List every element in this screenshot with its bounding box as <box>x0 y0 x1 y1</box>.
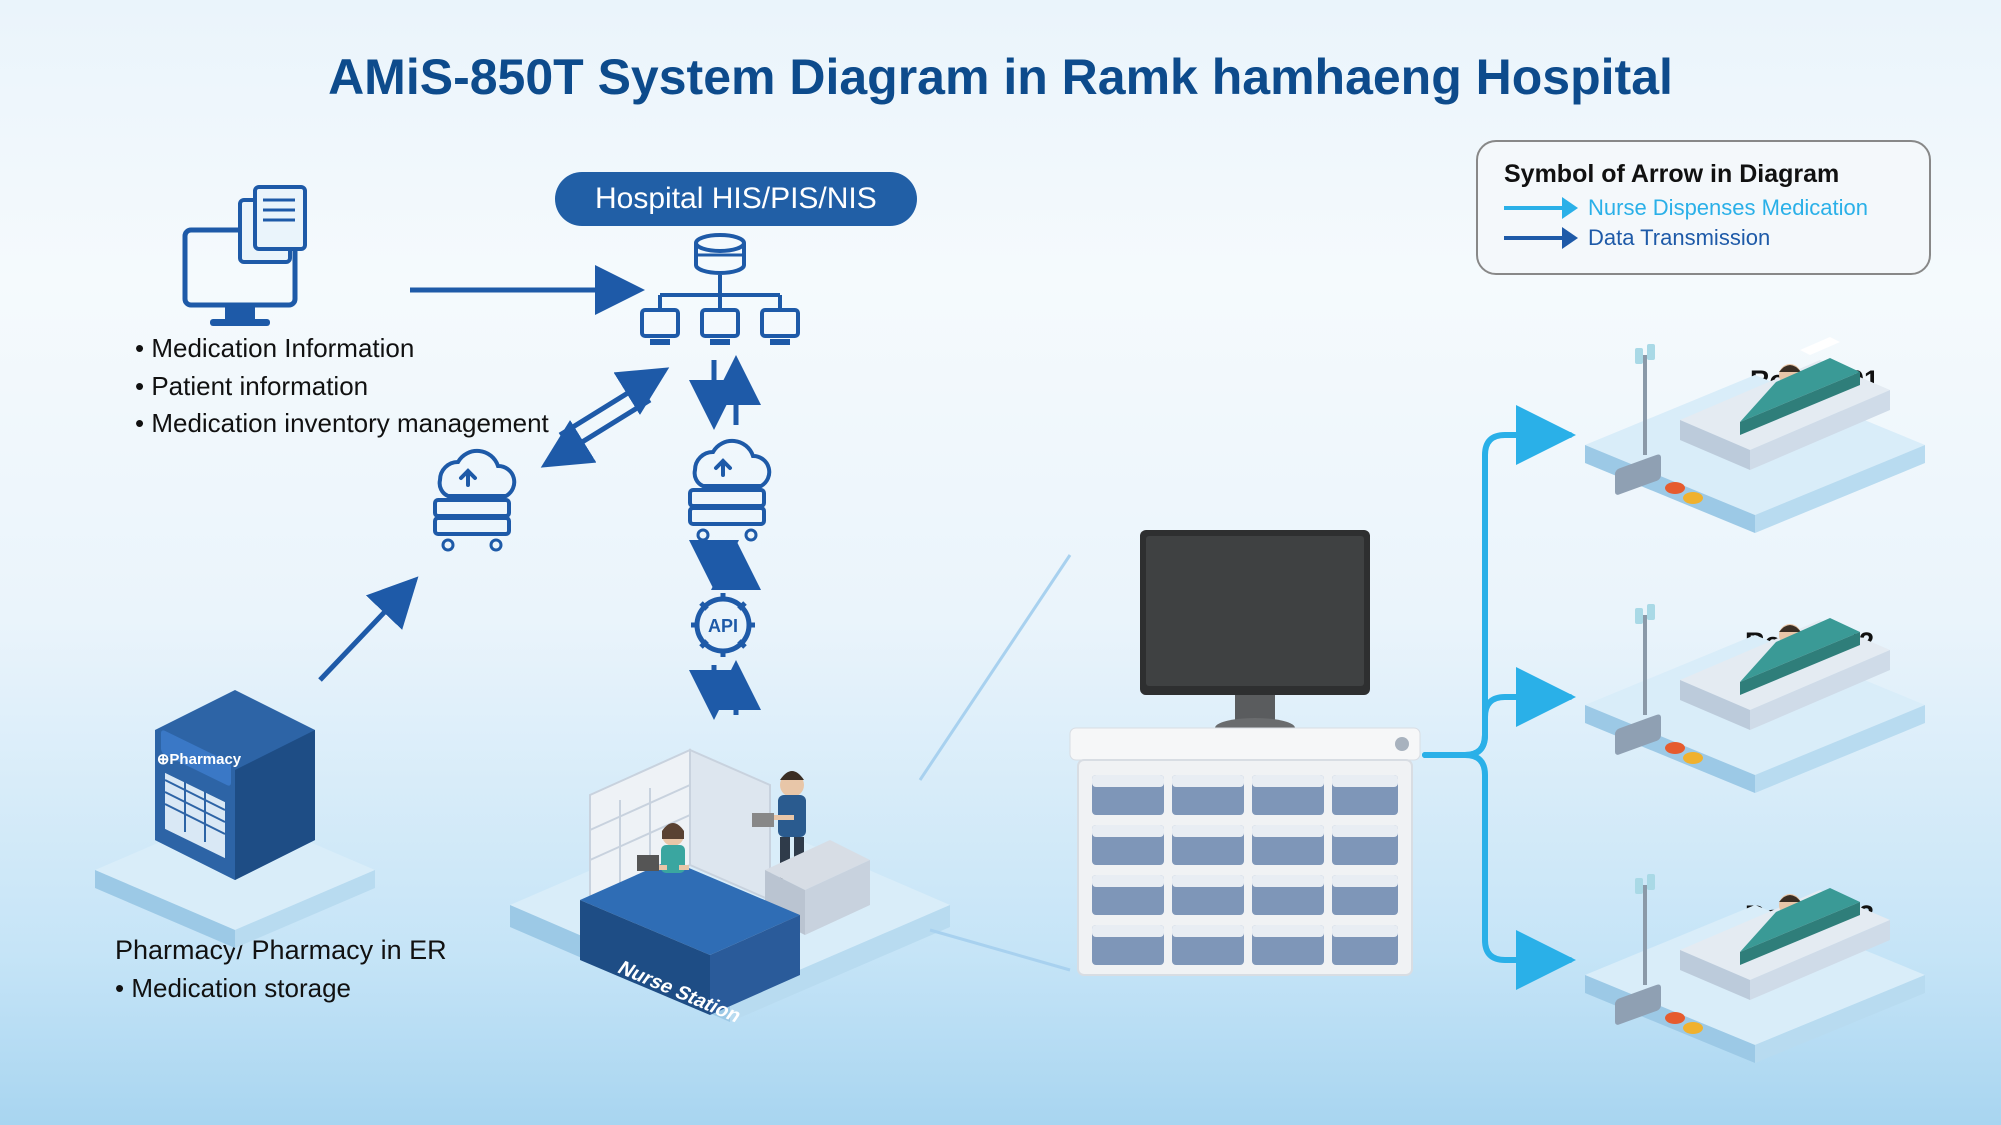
his-network-icon <box>642 235 798 345</box>
pharmacy-title: Pharmacy/ Pharmacy in ER <box>115 935 447 966</box>
legend-box: Symbol of Arrow in Diagram Nurse Dispens… <box>1476 140 1931 275</box>
zoom-line <box>920 555 1070 780</box>
api-gear-icon: API <box>691 593 755 657</box>
zoom-line <box>930 930 1070 970</box>
legend-row-data: Data Transmission <box>1504 225 1903 251</box>
arrow-data <box>560 370 665 435</box>
arrow-data <box>320 580 415 680</box>
medication-cart <box>1070 530 1420 975</box>
arrow-icon <box>1504 203 1574 213</box>
room-label-502: Room 502 <box>1745 627 1874 658</box>
monitor-docs-icon <box>185 187 305 326</box>
legend-title: Symbol of Arrow in Diagram <box>1504 160 1903 189</box>
pharmacy-bullet: Medication storage <box>115 970 351 1008</box>
info-item: Medication inventory management <box>135 405 549 443</box>
info-list: Medication Information Patient informati… <box>135 330 549 443</box>
legend-row-dispense: Nurse Dispenses Medication <box>1504 195 1903 221</box>
info-item: Patient information <box>135 368 549 406</box>
nurse-station-node: Nurse Station <box>510 750 950 1027</box>
arrow-data <box>545 400 650 465</box>
pharmacy-bullets: Medication storage <box>115 970 351 1008</box>
arrow-dispense <box>1425 435 1570 755</box>
legend-label-dispense: Nurse Dispenses Medication <box>1588 195 1868 221</box>
page-title: AMiS-850T System Diagram in Ramk hamhaen… <box>0 48 2001 106</box>
cloud-server-icon <box>435 451 514 550</box>
arrow-dispense <box>1425 755 1570 960</box>
pharmacy-node: ⊕Pharmacy <box>95 690 375 948</box>
legend-label-data: Data Transmission <box>1588 225 1770 251</box>
his-badge: Hospital HIS/PIS/NIS <box>555 172 917 226</box>
room-label-503: Room 503 <box>1745 900 1874 931</box>
cloud-server-icon <box>690 441 769 540</box>
arrow-icon <box>1504 233 1574 243</box>
nurse-station-label: Nurse Station <box>613 958 745 1027</box>
room-label-501: Room 501 <box>1750 365 1879 396</box>
arrow-dispense <box>1425 697 1570 755</box>
pharmacy-sign: ⊕Pharmacy <box>157 751 242 768</box>
info-item: Medication Information <box>135 330 549 368</box>
api-label: API <box>708 616 738 636</box>
